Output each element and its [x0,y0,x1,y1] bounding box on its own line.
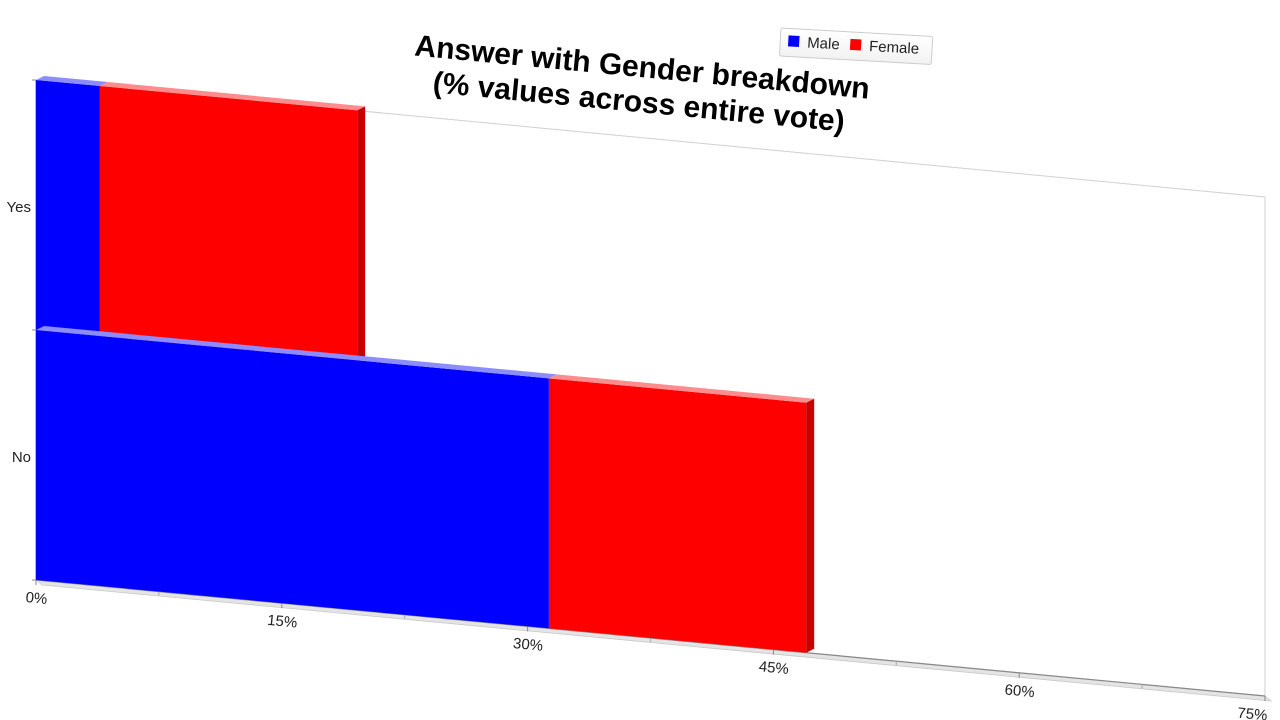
category-label-yes: Yes [7,199,31,216]
bar-face [548,378,807,653]
bar-side [806,398,815,653]
bar-face [36,80,100,337]
value-tick-label: 0% [25,589,48,608]
value-tick-label: 30% [512,635,543,655]
legend-swatch-female [849,38,862,51]
value-tick-label: 15% [266,612,297,632]
legend-label-female: Female [869,38,920,58]
legend-swatch-male [787,35,800,48]
bars [36,76,815,653]
value-tick-label: 60% [1004,681,1035,701]
bar-top [36,326,557,379]
bar-top [548,374,815,403]
bar-face [36,330,549,629]
bar-face [99,86,358,361]
category-label-no: No [12,449,31,466]
legend: Male Female [779,27,934,65]
axis-labels: Yes No 0% 15% 30% 45% 60% 75% [7,199,1269,720]
bar-male-no [36,326,557,629]
value-tick-label: 45% [758,658,789,678]
bar-top [36,76,108,87]
bar-side [357,106,366,361]
bar-female-yes [99,82,366,361]
bar-male-yes [36,76,108,337]
bar-top [99,82,366,111]
value-tick-label: 75% [1237,705,1268,720]
bar-female-no [548,374,815,653]
legend-label-male: Male [807,34,840,53]
value-axis-ticks [32,79,1266,701]
